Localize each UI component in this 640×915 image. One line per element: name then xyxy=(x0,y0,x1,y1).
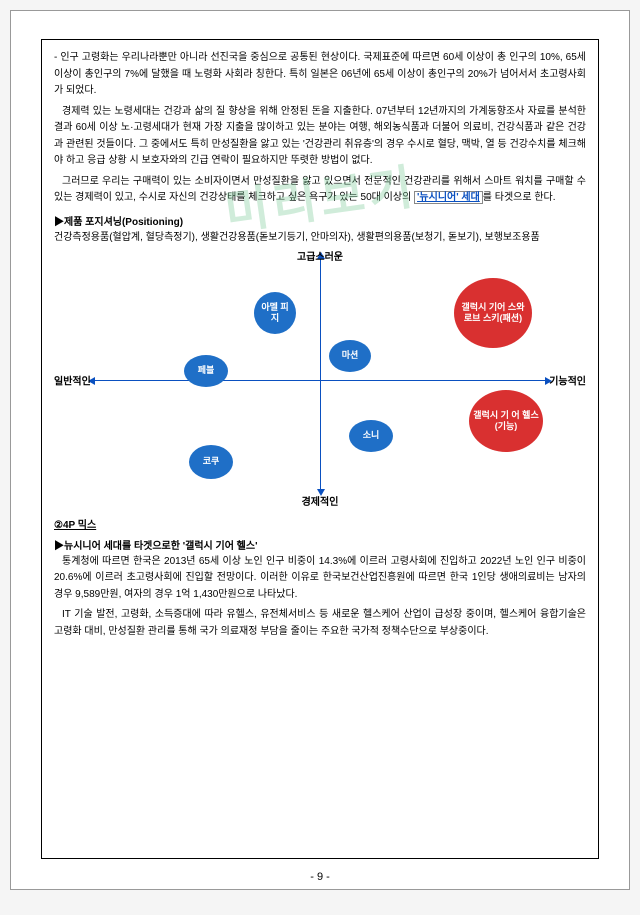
content-frame: 미리보기 - 인구 고령화는 우리나라뿐만 아니라 선진국을 중심으로 공통된 … xyxy=(41,39,599,859)
page-number: - 9 - xyxy=(11,871,629,883)
bubble-갤럭시-기-어-헬스-(기능): 갤럭시 기 어 헬스 (기능) xyxy=(469,390,543,452)
bubble-페블: 페블 xyxy=(184,355,228,387)
axis-horizontal xyxy=(94,380,546,381)
paragraph-1: - 인구 고령화는 우리나라뿐만 아니라 선진국을 중심으로 공통된 현상이다.… xyxy=(54,50,586,100)
p3-link: '뉴시니어' 세대 xyxy=(414,191,483,204)
positioning-sub: 건강측정용품(혈압계, 혈당측정기), 생활건강용품(돋보기등기, 안마의자),… xyxy=(54,230,586,246)
fourp-heading-2: ▶뉴시니어 세대를 타겟으로한 '갤럭시 기어 헬스' xyxy=(54,537,586,552)
paragraph-2: 경제력 있는 노령세대는 건강과 삶의 질 향상을 위해 안정된 돈을 지출한다… xyxy=(54,104,586,170)
axis-label-top: 고급스러운 xyxy=(297,248,343,263)
positioning-chart: 고급스러운 경제적인 일반적인 기능적인 아멜 피지페블 마션소니코쿠 갤럭시 기어… xyxy=(54,250,586,510)
axis-label-left: 일반적인 xyxy=(54,372,91,387)
bubble-아멜-피지: 아멜 피지 xyxy=(254,292,296,334)
bubble-갤럭시-기어-스와로브-스키(패션): 갤럭시 기어 스와로브 스키(패션) xyxy=(454,278,532,348)
paragraph-3: 그러므로 우리는 구매력이 있는 소비자이면서 만성질환을 앓고 있으면서 전문… xyxy=(54,174,586,207)
positioning-heading: ▶제품 포지셔닝(Positioning) xyxy=(54,213,586,228)
bubble-코쿠: 코쿠 xyxy=(189,445,233,479)
axis-label-right: 기능적인 xyxy=(549,372,586,387)
fourp-heading-1: ②4P 믹스 xyxy=(54,516,586,531)
p3-part-b: 를 타겟으로 한다. xyxy=(483,192,556,203)
document-page: 미리보기 - 인구 고령화는 우리나라뿐만 아니라 선진국을 중심으로 공통된 … xyxy=(10,10,630,890)
fourp-p1: 통계청에 따르면 한국은 2013년 65세 이상 노인 인구 비중이 14.3… xyxy=(54,554,586,604)
bubble-소니: 소니 xyxy=(349,420,393,452)
fourp-p2: IT 기술 발전, 고령화, 소득증대에 따라 유헬스, 유전체서비스 등 새로… xyxy=(54,607,586,640)
axis-vertical xyxy=(320,258,321,490)
bubble-마션: 마션 xyxy=(329,340,371,372)
axis-label-bottom: 경제적인 xyxy=(302,493,339,508)
